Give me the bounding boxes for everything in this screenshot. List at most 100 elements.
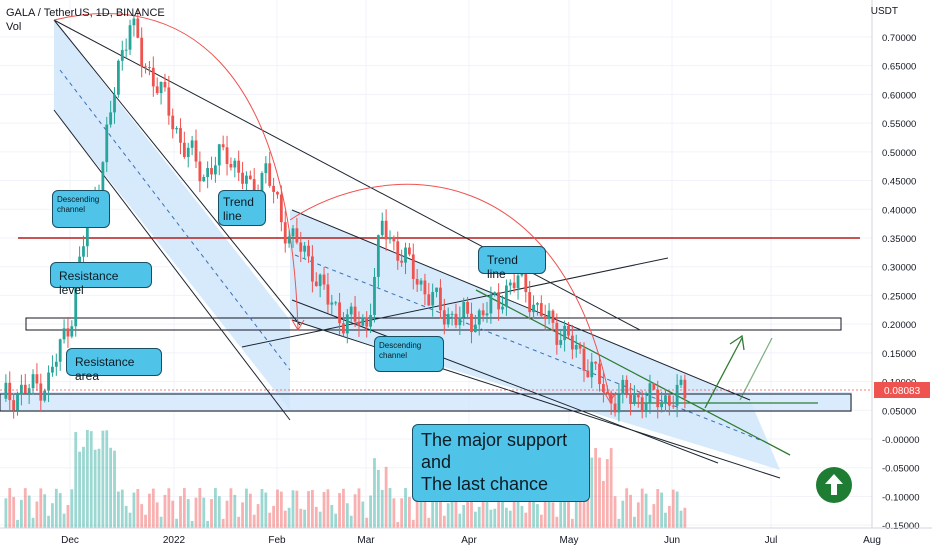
x-tick-label: Mar [357,535,375,546]
volume-bar [62,513,66,528]
candle-body [268,163,272,186]
callout-support-text: The major support and The last chance [421,430,568,494]
candle-body [334,302,338,304]
candle-body [353,306,357,322]
candle-body [373,276,376,315]
volume-bar [439,494,442,528]
volume-bar [109,447,113,528]
candle-body [512,282,516,289]
volume-bar [248,493,252,528]
volume-bar [128,512,132,528]
volume-bar [283,510,287,528]
volume-bar [609,448,613,528]
y-tick-label: -0.00000 [882,435,920,446]
volume-bar [388,488,392,528]
volume-bar [602,480,605,528]
candle-body [524,265,528,293]
volume-bar [171,500,175,528]
candle-body [470,313,473,333]
volume-bar [241,502,244,528]
candle-body [113,94,116,113]
callout-trend1-text: Trend line [223,195,254,223]
y-tick-label: 0.70000 [882,33,916,44]
candle-body [508,282,512,286]
candle-body [629,393,632,404]
candle-body [54,361,58,367]
candle-body [380,220,384,236]
volume-bar [202,497,206,528]
volume-bar [384,466,388,528]
volume-bar [198,488,202,528]
volume-bar [206,520,210,528]
candle-body [241,172,244,184]
volume-bar [214,488,217,528]
callout-major-support: The major support and The last chance [412,424,590,502]
volume-bar [505,507,508,528]
candle-body [283,222,287,244]
volume-bar [190,520,194,528]
y-tick-label: 0.25000 [882,291,916,302]
channel2-midline [294,254,761,441]
candle-body [12,400,16,411]
candle-body [136,18,140,38]
candle-body [485,313,489,316]
volume-bar [105,430,109,528]
candle-body [47,372,50,391]
volume-bar [233,494,237,528]
candle-body [361,317,365,326]
volume-bar [151,488,155,528]
volume-bar [516,489,520,528]
candle-body [501,306,504,310]
candle-body [683,379,687,399]
y-tick-label: -0.10000 [882,492,920,503]
candle-body [159,81,163,94]
candle-body [633,395,636,404]
volume-bar [481,489,485,528]
volume-bar [82,446,85,528]
volume-bar [144,514,147,528]
candle-body [85,219,89,247]
volume-bar [427,517,431,528]
volume-bar [295,490,299,528]
volume-bar [43,494,47,528]
candle-body [671,405,675,407]
x-tick-label: Dec [61,535,79,546]
volume-bar [307,491,310,528]
volume-bar [501,490,504,528]
y-tick-label: 0.60000 [882,90,916,101]
volume-bar [330,505,334,528]
candle-body [322,274,326,285]
y-axis: 0.70000 0.65000 0.60000 0.55000 0.50000 0.450… [871,0,920,532]
volume-bars [4,429,687,528]
volume-bar [497,490,501,528]
callout-descending-channel-2: Descending channel [374,336,444,372]
volume-bar [617,518,621,528]
volume-bar [194,497,198,528]
candle-body [43,390,47,401]
arc-arrow-1 [291,319,305,331]
volume-bar [186,499,190,528]
volume-bar [120,489,124,528]
candle-body [621,379,625,395]
volume-bar [446,503,450,528]
y-tick-label: 0.05000 [882,406,916,417]
volume-bar [454,493,458,528]
candle-body [656,389,660,408]
volume-bar [605,459,609,528]
candle-body [245,175,248,184]
cycle-arc-2 [289,183,611,401]
volume-bar [470,492,473,528]
candle-body [167,87,171,116]
volume-bar [287,507,291,528]
volume-bar [408,496,411,528]
volume-bar [314,506,318,528]
candle-body [539,303,543,317]
symbol-legend: GALA / TetherUS, 1D, BINANCE Vol [6,6,165,34]
candle-body [8,382,12,401]
candle-body [477,310,481,325]
volume-bar [148,493,151,528]
candle-body [217,144,221,166]
y-tick-label: 0.65000 [882,62,916,73]
volume-bar [303,509,307,528]
